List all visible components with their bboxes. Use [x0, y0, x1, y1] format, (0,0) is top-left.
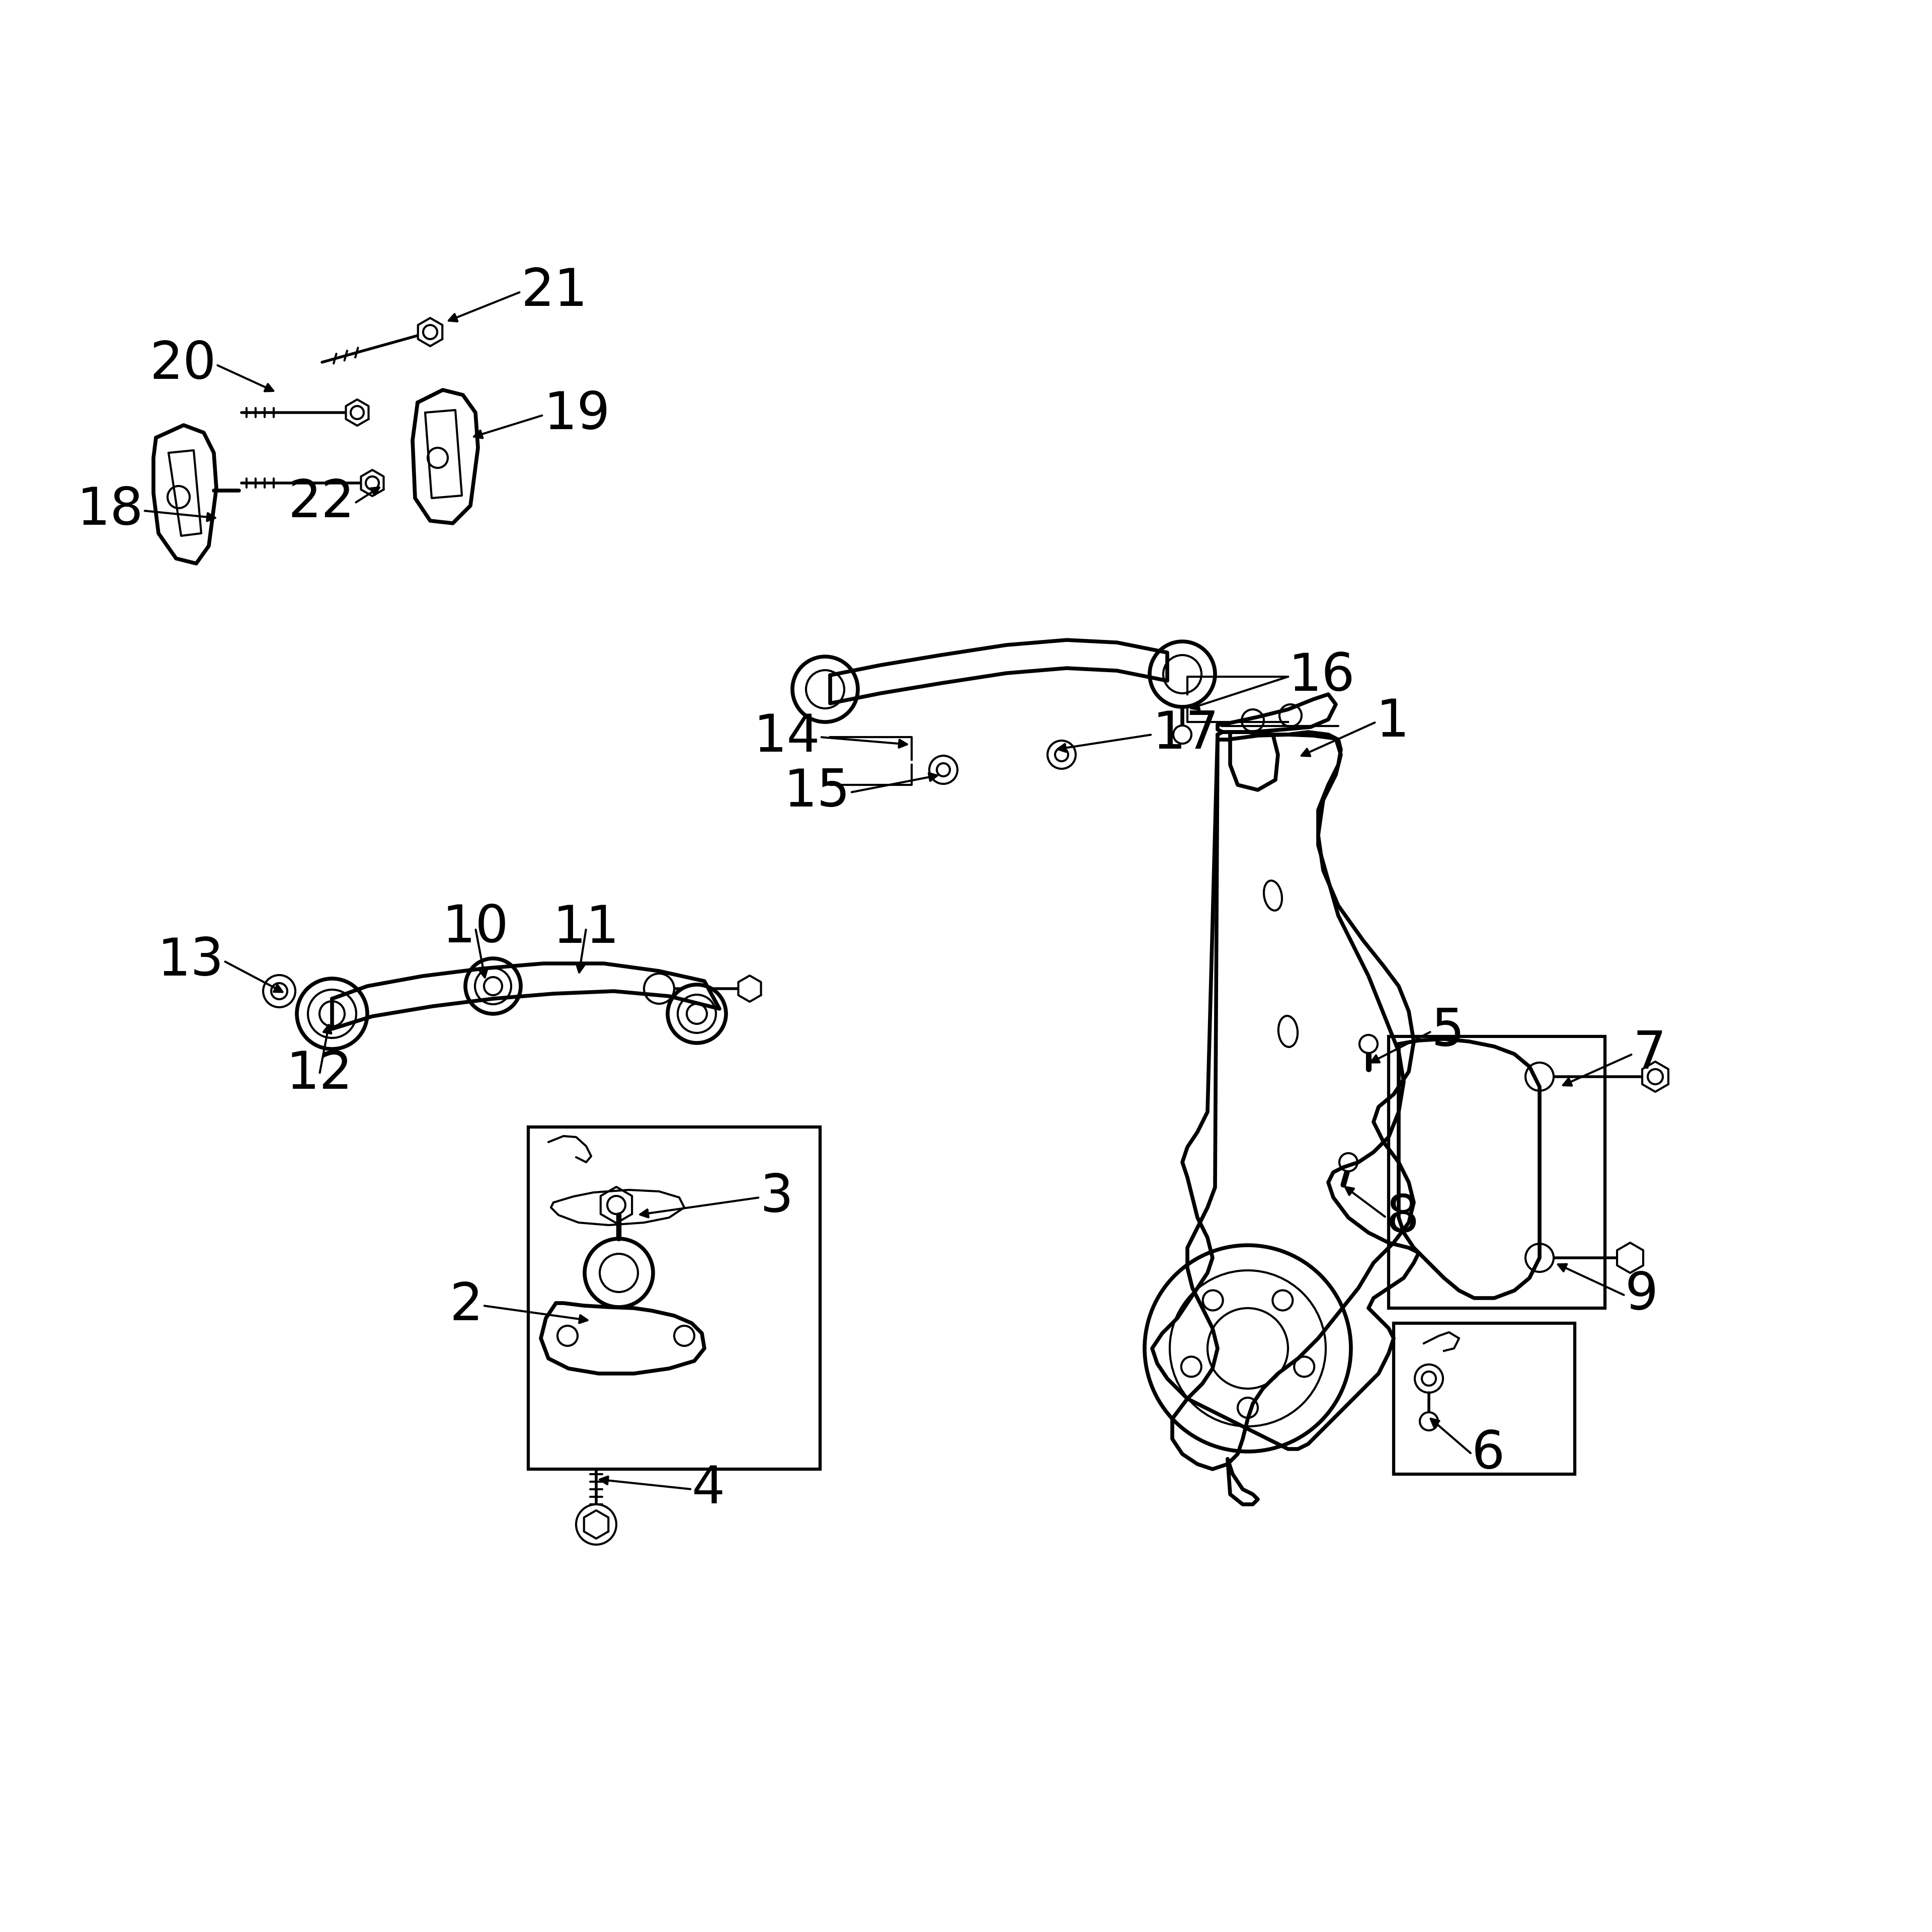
Circle shape: [1144, 1246, 1350, 1451]
Polygon shape: [413, 390, 477, 524]
Text: 15: 15: [784, 767, 850, 817]
Circle shape: [298, 980, 367, 1049]
Polygon shape: [1151, 732, 1418, 1449]
Text: 14: 14: [753, 711, 819, 763]
Polygon shape: [1617, 1242, 1644, 1273]
Text: 19: 19: [543, 390, 611, 440]
Circle shape: [792, 657, 858, 723]
Text: 7: 7: [1633, 1028, 1665, 1080]
Bar: [527, 1126, 819, 1468]
Text: 8: 8: [1385, 1192, 1420, 1242]
Polygon shape: [1227, 1459, 1258, 1505]
Polygon shape: [332, 964, 719, 1030]
Circle shape: [1414, 1364, 1443, 1393]
Text: 11: 11: [553, 902, 620, 954]
Polygon shape: [1173, 734, 1414, 1468]
Circle shape: [643, 974, 674, 1005]
Text: 9: 9: [1625, 1269, 1658, 1321]
Circle shape: [668, 985, 726, 1043]
Polygon shape: [551, 1190, 684, 1225]
Polygon shape: [738, 976, 761, 1001]
Circle shape: [1360, 1036, 1378, 1053]
Circle shape: [929, 755, 958, 784]
Text: 13: 13: [156, 935, 224, 987]
Polygon shape: [831, 639, 1167, 703]
Text: 16: 16: [1289, 651, 1354, 701]
Circle shape: [1150, 641, 1215, 707]
Text: 2: 2: [450, 1281, 483, 1331]
Circle shape: [1420, 1412, 1437, 1430]
Polygon shape: [601, 1186, 632, 1223]
Circle shape: [585, 1238, 653, 1308]
Polygon shape: [1399, 1039, 1540, 1298]
Text: 22: 22: [288, 477, 355, 529]
Text: 20: 20: [149, 340, 216, 390]
Circle shape: [1339, 1153, 1358, 1171]
Bar: [1389, 1036, 1605, 1308]
Circle shape: [263, 976, 296, 1007]
Polygon shape: [1217, 694, 1335, 732]
Text: 18: 18: [77, 485, 143, 535]
Text: 10: 10: [442, 902, 508, 954]
Text: 4: 4: [692, 1464, 725, 1515]
Circle shape: [1526, 1244, 1553, 1271]
Text: 21: 21: [522, 267, 587, 317]
Polygon shape: [361, 469, 384, 497]
Text: 17: 17: [1151, 709, 1219, 759]
Circle shape: [576, 1505, 616, 1544]
Circle shape: [466, 958, 522, 1014]
Polygon shape: [1231, 732, 1277, 790]
Polygon shape: [583, 1511, 609, 1538]
Polygon shape: [153, 425, 216, 564]
Text: 6: 6: [1472, 1428, 1505, 1480]
Circle shape: [1047, 740, 1076, 769]
Text: 5: 5: [1432, 1007, 1464, 1057]
Polygon shape: [541, 1302, 705, 1374]
Polygon shape: [1642, 1061, 1669, 1092]
Circle shape: [1173, 726, 1192, 744]
Text: 1: 1: [1376, 697, 1410, 748]
Text: 12: 12: [286, 1049, 354, 1099]
Text: 3: 3: [759, 1173, 792, 1223]
Polygon shape: [346, 400, 369, 425]
Circle shape: [319, 1001, 344, 1026]
Circle shape: [1526, 1063, 1553, 1092]
Polygon shape: [417, 319, 442, 346]
Bar: [1393, 1323, 1575, 1474]
